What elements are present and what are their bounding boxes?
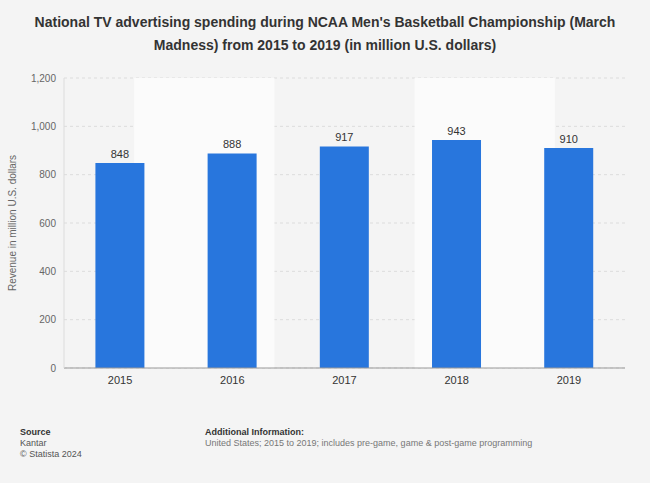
- svg-text:2018: 2018: [444, 374, 468, 386]
- svg-text:1,000: 1,000: [31, 121, 56, 132]
- svg-text:600: 600: [39, 218, 56, 229]
- svg-text:800: 800: [39, 169, 56, 180]
- html-text:Kantar: Kantar: [20, 438, 47, 448]
- svg-text:2017: 2017: [332, 374, 356, 386]
- svg-text:917: 917: [335, 131, 353, 143]
- html-text:National TV advertising spendi: National TV advertising spending during …: [34, 14, 616, 53]
- svg-text:910: 910: [560, 133, 578, 145]
- html-text:United States; 2015 to 2019; i: United States; 2015 to 2019; includes pr…: [205, 438, 533, 448]
- svg-text:0: 0: [50, 363, 56, 374]
- svg-text:Revenue in million U.S. dollar: Revenue in million U.S. dollars: [8, 155, 18, 291]
- html-text:Additional Information:: Additional Information:: [205, 427, 304, 437]
- svg-text:1,200: 1,200: [31, 73, 56, 84]
- svg-text:400: 400: [39, 266, 56, 277]
- html-text:© Statista 2024: © Statista 2024: [20, 449, 82, 459]
- svg-text:888: 888: [223, 138, 241, 150]
- svg-text:200: 200: [39, 314, 56, 325]
- svg-text:943: 943: [447, 125, 465, 137]
- svg-text:2015: 2015: [108, 374, 132, 386]
- svg-text:2019: 2019: [557, 374, 581, 386]
- svg-text:848: 848: [111, 148, 129, 160]
- html-text:Source: Source: [20, 427, 51, 437]
- svg-text:2016: 2016: [220, 374, 244, 386]
